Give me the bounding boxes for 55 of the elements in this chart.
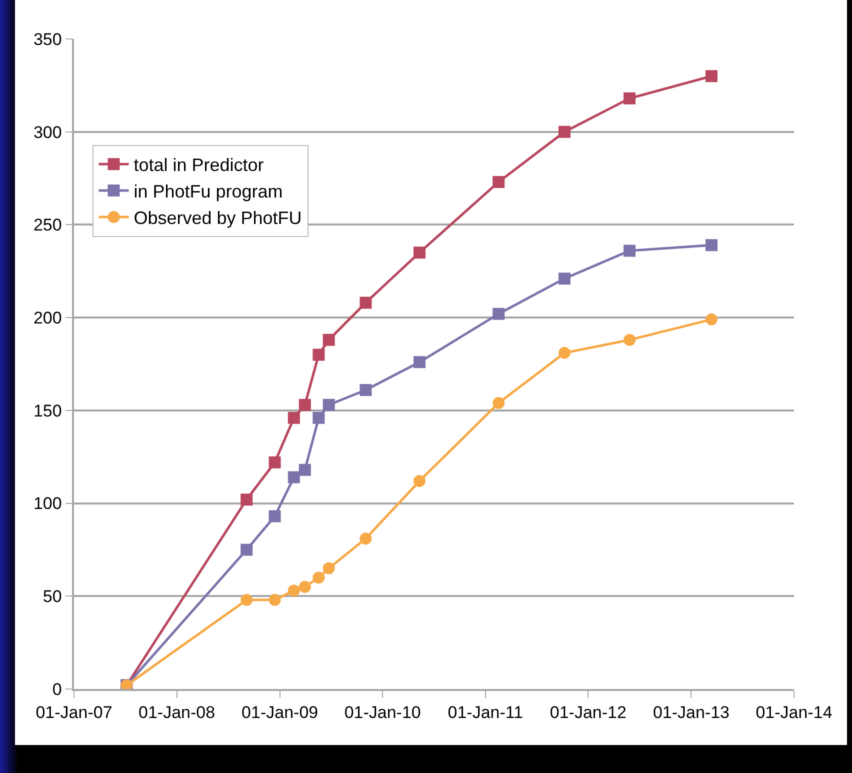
y-tick-label: 350 (33, 30, 62, 49)
point (624, 334, 636, 346)
point (298, 398, 311, 411)
y-tick-label: 200 (33, 308, 62, 328)
x-tick-label: 01-Jan-12 (550, 703, 626, 722)
point (492, 176, 505, 188)
point (312, 572, 325, 584)
point (558, 272, 571, 285)
point (706, 70, 718, 82)
y-tick-label: 100 (33, 494, 62, 514)
point (492, 308, 505, 320)
point (312, 412, 325, 424)
point (558, 126, 571, 138)
point (706, 313, 718, 326)
point (322, 398, 335, 411)
point (288, 412, 300, 424)
point (268, 510, 281, 522)
y-tick-label: 0 (52, 680, 62, 699)
point (492, 397, 505, 409)
point (298, 580, 311, 593)
x-tick-label: 01-Jan-09 (242, 703, 318, 722)
point (360, 532, 372, 545)
y-tick-label: 300 (33, 122, 62, 142)
point (360, 384, 372, 396)
point (240, 544, 253, 556)
point (624, 92, 636, 104)
point (706, 239, 718, 252)
point (414, 475, 426, 487)
point (240, 494, 253, 506)
y-tick-label: 250 (33, 216, 62, 235)
point (312, 348, 325, 361)
x-tick-label: 01-Jan-08 (138, 703, 216, 722)
point (360, 296, 372, 309)
x-tick-label: 01-Jan-13 (652, 703, 730, 722)
point (322, 334, 335, 346)
point (288, 471, 300, 484)
point (298, 464, 311, 476)
x-tick-label: 01-Jan-10 (344, 703, 421, 722)
x-tick-label: 01-Jan-14 (756, 703, 832, 722)
point (268, 594, 281, 606)
point (268, 456, 281, 468)
point (322, 562, 335, 574)
y-tick-label: 150 (33, 401, 62, 420)
point (240, 594, 253, 606)
point (558, 346, 571, 359)
x-tick-label: 01-Jan-11 (448, 703, 524, 722)
point (414, 246, 426, 259)
point (288, 584, 300, 597)
legend-label: in PhotFu program (134, 182, 283, 202)
point (624, 244, 636, 257)
x-tick-label: 01-Jan-07 (36, 703, 112, 722)
legend-label: Observed by PhotFU (134, 208, 302, 228)
y-tick-label: 50 (42, 587, 62, 606)
point (414, 356, 426, 368)
legend-label: total in Predictor (134, 155, 264, 176)
